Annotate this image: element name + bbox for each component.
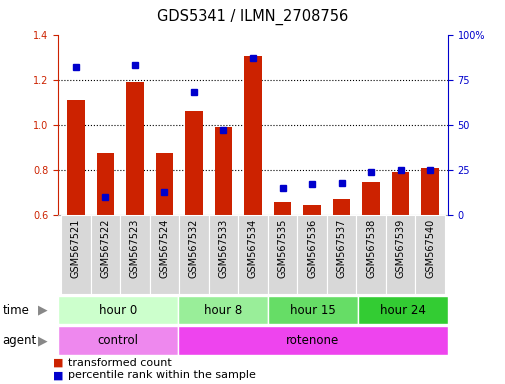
Text: rotenone: rotenone <box>286 334 339 347</box>
Bar <box>362 182 379 215</box>
Text: hour 15: hour 15 <box>289 304 335 316</box>
Bar <box>120 215 149 294</box>
Text: agent: agent <box>3 334 37 348</box>
Bar <box>415 215 444 294</box>
Text: GSM567523: GSM567523 <box>130 219 140 278</box>
Text: hour 24: hour 24 <box>379 304 425 316</box>
Text: GSM567538: GSM567538 <box>365 219 375 278</box>
Bar <box>268 296 357 324</box>
Text: percentile rank within the sample: percentile rank within the sample <box>68 370 256 380</box>
Text: transformed count: transformed count <box>68 358 172 368</box>
Bar <box>356 215 385 294</box>
Text: GSM567533: GSM567533 <box>218 219 228 278</box>
Text: GSM567524: GSM567524 <box>159 219 169 278</box>
Text: GSM567540: GSM567540 <box>424 219 434 278</box>
Bar <box>58 326 178 355</box>
Text: ▶: ▶ <box>38 304 48 317</box>
Bar <box>385 215 415 294</box>
Text: GSM567539: GSM567539 <box>395 219 405 278</box>
Bar <box>244 56 262 215</box>
Bar <box>357 296 447 324</box>
Bar <box>179 215 208 294</box>
Bar <box>214 127 232 215</box>
Bar <box>273 202 291 215</box>
Text: ▶: ▶ <box>38 334 48 348</box>
Bar <box>326 215 356 294</box>
Text: GSM567521: GSM567521 <box>71 219 81 278</box>
Bar <box>185 111 203 215</box>
Text: GSM567536: GSM567536 <box>307 219 317 278</box>
Text: GSM567522: GSM567522 <box>100 219 110 278</box>
Text: GSM567535: GSM567535 <box>277 219 287 278</box>
Bar <box>61 215 90 294</box>
Bar <box>178 296 268 324</box>
Text: ■: ■ <box>53 370 63 380</box>
Text: GSM567537: GSM567537 <box>336 219 346 278</box>
Bar <box>420 168 438 215</box>
Bar <box>96 153 114 215</box>
Bar <box>238 215 267 294</box>
Bar <box>90 215 120 294</box>
Text: hour 0: hour 0 <box>99 304 137 316</box>
Text: hour 8: hour 8 <box>204 304 242 316</box>
Bar <box>126 82 143 215</box>
Bar <box>391 172 409 215</box>
Text: GSM567532: GSM567532 <box>188 219 198 278</box>
Text: ■: ■ <box>53 358 63 368</box>
Bar <box>297 215 326 294</box>
Bar <box>302 205 320 215</box>
Text: time: time <box>3 304 29 317</box>
Bar <box>156 153 173 215</box>
Text: GDS5341 / ILMN_2708756: GDS5341 / ILMN_2708756 <box>157 9 348 25</box>
Text: control: control <box>97 334 138 347</box>
Text: GSM567534: GSM567534 <box>247 219 258 278</box>
Bar <box>149 215 179 294</box>
Bar <box>208 215 238 294</box>
Bar <box>267 215 296 294</box>
Bar <box>58 296 178 324</box>
Bar <box>332 199 349 215</box>
Bar <box>178 326 447 355</box>
Bar <box>67 100 85 215</box>
